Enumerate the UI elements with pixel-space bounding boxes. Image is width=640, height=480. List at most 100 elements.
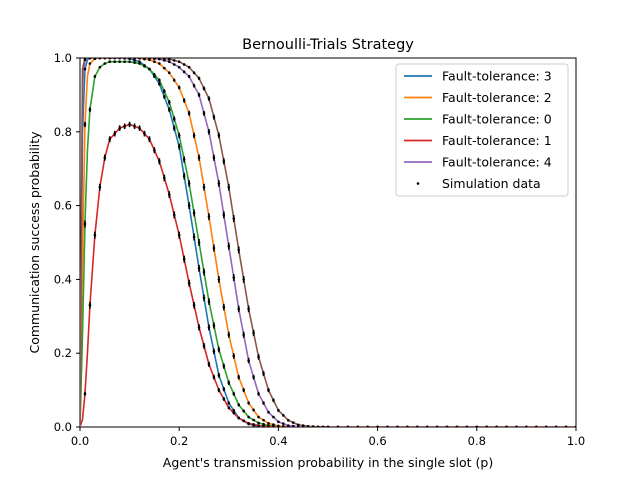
simulation-point [227,406,231,410]
simulation-point [88,301,92,309]
simulation-point [128,121,131,128]
simulation-point [187,202,191,210]
simulation-point [515,425,518,427]
simulation-point [252,374,255,380]
simulation-point [267,425,270,427]
simulation-point [153,58,156,60]
simulation-point [237,403,241,407]
plot-area [79,57,577,428]
simulation-point [321,425,325,427]
simulation-point [98,65,102,69]
simulation-point [217,372,221,378]
simulation-point [237,374,241,380]
legend-item: Fault-tolerance: 2 [404,90,552,105]
simulation-point [192,301,196,309]
y-axis-ticks: 0.0 0.2 0.4 0.6 0.8 1.0 [54,51,80,434]
simulation-point [272,415,275,419]
simulation-point [336,425,340,427]
simulation-point [232,391,236,396]
simulation-point [177,143,181,150]
simulation-point [182,70,186,74]
simulation-point [187,65,191,69]
simulation-point [108,60,112,63]
simulation-point [242,275,245,283]
legend: Fault-tolerance: 3 Fault-tolerance: 2 Faul… [395,63,569,197]
simulation-point [192,71,196,75]
simulation-point [93,74,97,78]
simulation-point [425,425,429,427]
simulation-point [158,62,161,65]
simulation-point [415,425,419,427]
simulation-point [153,60,156,63]
simulation-point [217,180,221,187]
y-tick-label: 0.0 [54,420,72,434]
simulation-point [158,158,161,165]
simulation-point [177,231,181,239]
simulation-point [326,425,330,427]
simulation-point [247,305,250,313]
simulation-point [187,180,191,187]
simulation-point [167,100,171,105]
simulation-point [406,425,409,427]
x-tick-label: 0.0 [71,434,89,448]
simulation-point [252,408,255,412]
simulation-point [138,60,141,63]
simulation-point [158,78,161,82]
simulation-point [163,94,166,99]
simulation-point [118,58,121,60]
simulation-point [167,58,171,61]
simulation-point [237,305,241,313]
simulation-point [202,294,206,302]
simulation-point [182,172,186,180]
simulation-point [574,425,576,427]
simulation-point [212,322,216,329]
simulation-point [257,415,260,419]
simulation-point [207,298,211,305]
simulation-point [222,397,226,401]
simulation-point [306,424,310,427]
simulation-point [366,425,369,427]
simulation-point [163,58,166,61]
simulation-point [277,408,280,412]
simulation-point [138,125,141,131]
legend-item: Simulation data [416,176,541,191]
legend-item: Fault-tolerance: 4 [404,155,552,170]
simulation-point [257,354,260,360]
simulation-point [227,380,231,385]
chart-title: Bernoulli-Trials Strategy [242,37,414,53]
simulation-point [282,414,285,417]
simulation-point [138,62,141,65]
simulation-point [237,246,241,254]
simulation-point [267,410,270,414]
simulation-point [83,58,87,60]
simulation-point [212,374,216,380]
simulation-point [98,58,102,60]
legend-item: Fault-tolerance: 3 [404,69,552,84]
simulation-point [88,62,92,65]
simulation-point [177,132,181,139]
simulation-point [316,425,320,427]
simulation-point [227,242,231,250]
simulation-point [93,231,97,239]
simulation-point [544,425,548,427]
simulation-point [148,58,151,60]
simulation-point [192,132,196,139]
simulation-point [167,71,171,75]
simulation-point [257,421,260,425]
simulation-point [197,264,201,272]
simulation-point [217,388,221,393]
simulation-point [282,425,285,427]
simulation-point [192,233,196,241]
legend-item: Fault-tolerance: 0 [404,112,552,127]
simulation-point [485,425,489,427]
simulation-point [202,86,206,91]
simulation-point [277,420,280,424]
simulation-point [247,357,250,364]
simulation-point [277,425,280,427]
simulation-point [291,421,295,424]
simulation-point [207,324,211,331]
simulation-point [262,418,265,422]
y-tick-label: 1.0 [54,51,72,65]
simulation-point [177,60,181,63]
simulation-point [242,331,245,338]
